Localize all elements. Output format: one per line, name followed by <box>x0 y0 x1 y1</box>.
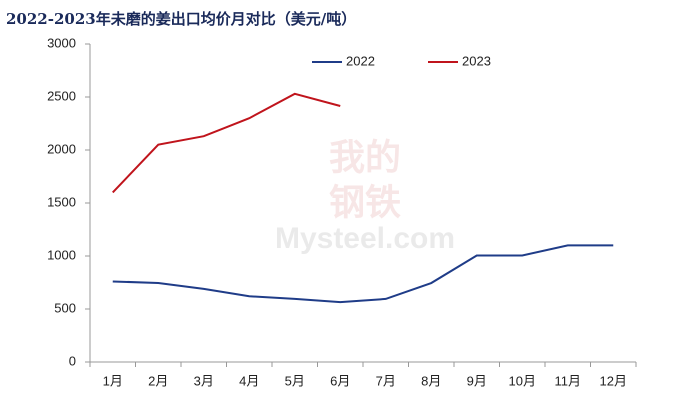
legend-label: 2022 <box>346 53 375 68</box>
watermark: 我的 <box>329 137 401 178</box>
y-tick-label: 3000 <box>47 35 76 50</box>
x-tick-label: 2月 <box>148 373 168 388</box>
series-line <box>112 92 341 194</box>
x-tick-label: 6月 <box>330 373 350 388</box>
x-tick-label: 3月 <box>194 373 214 388</box>
x-tick-label: 10月 <box>509 373 536 388</box>
x-tick-label: 4月 <box>239 373 259 388</box>
y-tick-label: 2000 <box>47 141 76 156</box>
x-tick-label: 7月 <box>376 373 396 388</box>
y-tick-label: 1500 <box>47 194 76 209</box>
y-tick-label: 2500 <box>47 88 76 103</box>
x-tick-label: 9月 <box>467 373 487 388</box>
series-line <box>112 244 614 304</box>
watermark: 钢铁 <box>329 182 401 223</box>
x-tick-label: 11月 <box>555 373 582 388</box>
x-tick-label: 1月 <box>103 373 123 388</box>
chart-title: 2022-2023年未磨的姜出口均价月对比（美元/吨） <box>6 10 356 28</box>
x-tick-label: 5月 <box>285 373 305 388</box>
y-tick-label: 1000 <box>47 247 76 262</box>
y-tick-label: 500 <box>54 300 76 315</box>
y-tick-label: 0 <box>69 353 76 368</box>
x-tick-label: 12月 <box>600 373 627 388</box>
x-tick-label: 8月 <box>421 373 441 388</box>
legend-label: 2023 <box>462 53 491 68</box>
watermark: Mysteel.com <box>275 222 455 255</box>
